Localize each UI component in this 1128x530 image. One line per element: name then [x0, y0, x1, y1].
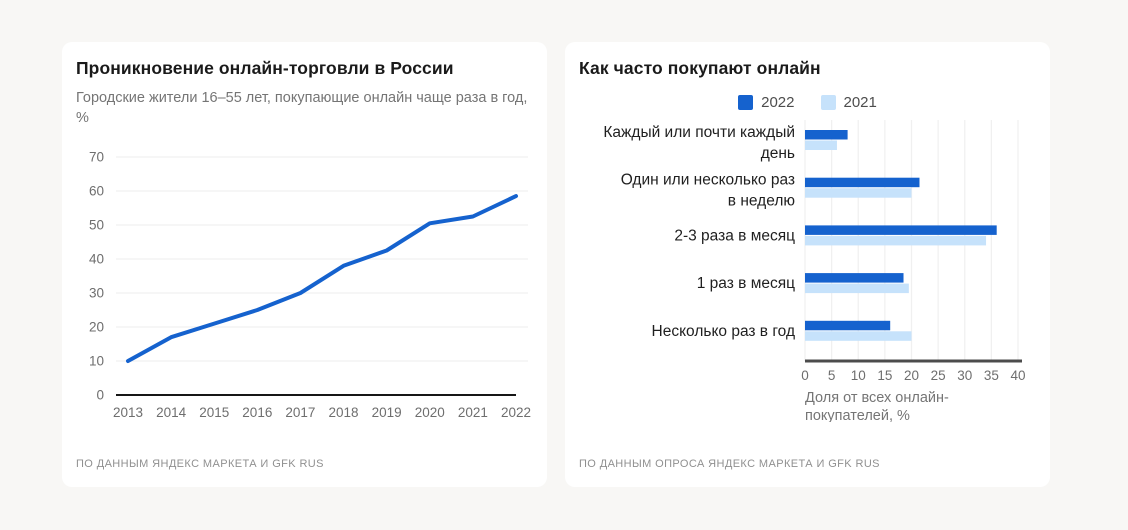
penetration-subtitle: Городские жители 16–55 лет, покупающие о…	[76, 90, 528, 126]
svg-text:30: 30	[89, 286, 104, 301]
svg-text:40: 40	[1010, 368, 1025, 383]
frequency-chart: 0 5 10 15 20 25 30 35 40 Каждый или почти каждый д…	[579, 120, 1036, 427]
svg-text:30: 30	[957, 368, 972, 383]
penetration-chart: 0 10 20 30 40 50 60 70 2013 2014 2015 2016 2017 2018 2…	[76, 141, 533, 430]
svg-text:2022: 2022	[501, 405, 531, 420]
frequency-source-note: ПО ДАННЫМ ОПРОСА ЯНДЕКС МАРКЕТА И GFK RU…	[579, 458, 880, 470]
svg-text:60: 60	[89, 184, 104, 199]
svg-text:2014: 2014	[156, 405, 187, 420]
penetration-title: Проникновение онлайн-торговли в России	[76, 58, 454, 78]
svg-text:2019: 2019	[372, 405, 402, 420]
svg-text:50: 50	[89, 218, 104, 233]
svg-text:35: 35	[984, 368, 999, 383]
svg-text:2-3 раза в месяц: 2-3 раза в месяц	[674, 227, 795, 244]
penetration-chart-svg: 0 10 20 30 40 50 60 70 2013 2014 2015 2016 2017 2018 2…	[89, 150, 531, 421]
svg-text:2017: 2017	[285, 405, 315, 420]
svg-text:20: 20	[904, 368, 919, 383]
frequency-chart-svg: 0 5 10 15 20 25 30 35 40 Каждый или почти каждый д…	[603, 120, 1026, 424]
penetration-source-note: ПО ДАННЫМ ЯНДЕКС МАРКЕТА И GFK RUS	[76, 458, 324, 470]
svg-text:2021: 2021	[458, 405, 488, 420]
svg-text:25: 25	[931, 368, 946, 383]
svg-text:Несколько раз в год: Несколько раз в год	[652, 323, 795, 340]
penetration-card: Проникновение онлайн-торговли в России Г…	[62, 42, 547, 487]
svg-text:15: 15	[877, 368, 892, 383]
svg-text:1 раз в месяц: 1 раз в месяц	[697, 275, 795, 292]
svg-text:70: 70	[89, 150, 104, 165]
svg-text:2015: 2015	[199, 405, 229, 420]
svg-text:покупателей, %: покупателей, %	[805, 408, 910, 422]
charts-row: Проникновение онлайн-торговли в России Г…	[62, 42, 1050, 487]
legend-label-2022: 2022	[761, 94, 795, 111]
legend-swatch-2022	[738, 95, 754, 110]
svg-text:0: 0	[96, 388, 104, 403]
svg-text:2018: 2018	[329, 405, 359, 420]
legend-item-2021: 2021	[820, 94, 877, 111]
svg-text:Доля от всех онлайн-: Доля от всех онлайн-	[805, 390, 949, 406]
svg-text:40: 40	[89, 252, 104, 267]
svg-text:10: 10	[851, 368, 866, 383]
legend-item-2022: 2022	[738, 94, 795, 111]
svg-text:2020: 2020	[415, 405, 445, 420]
svg-text:10: 10	[89, 354, 104, 369]
svg-text:20: 20	[89, 320, 104, 335]
svg-text:5: 5	[828, 368, 836, 383]
frequency-title: Как часто покупают онлайн	[579, 58, 821, 78]
svg-text:0: 0	[801, 368, 809, 383]
legend-swatch-2021	[820, 95, 836, 110]
frequency-legend: 2022 2021	[579, 94, 1036, 111]
svg-text:2013: 2013	[113, 405, 143, 420]
legend-label-2021: 2021	[843, 94, 877, 111]
frequency-card: Как часто покупают онлайн 2022 2021 0 5 10…	[565, 42, 1050, 487]
svg-text:2016: 2016	[242, 405, 272, 420]
